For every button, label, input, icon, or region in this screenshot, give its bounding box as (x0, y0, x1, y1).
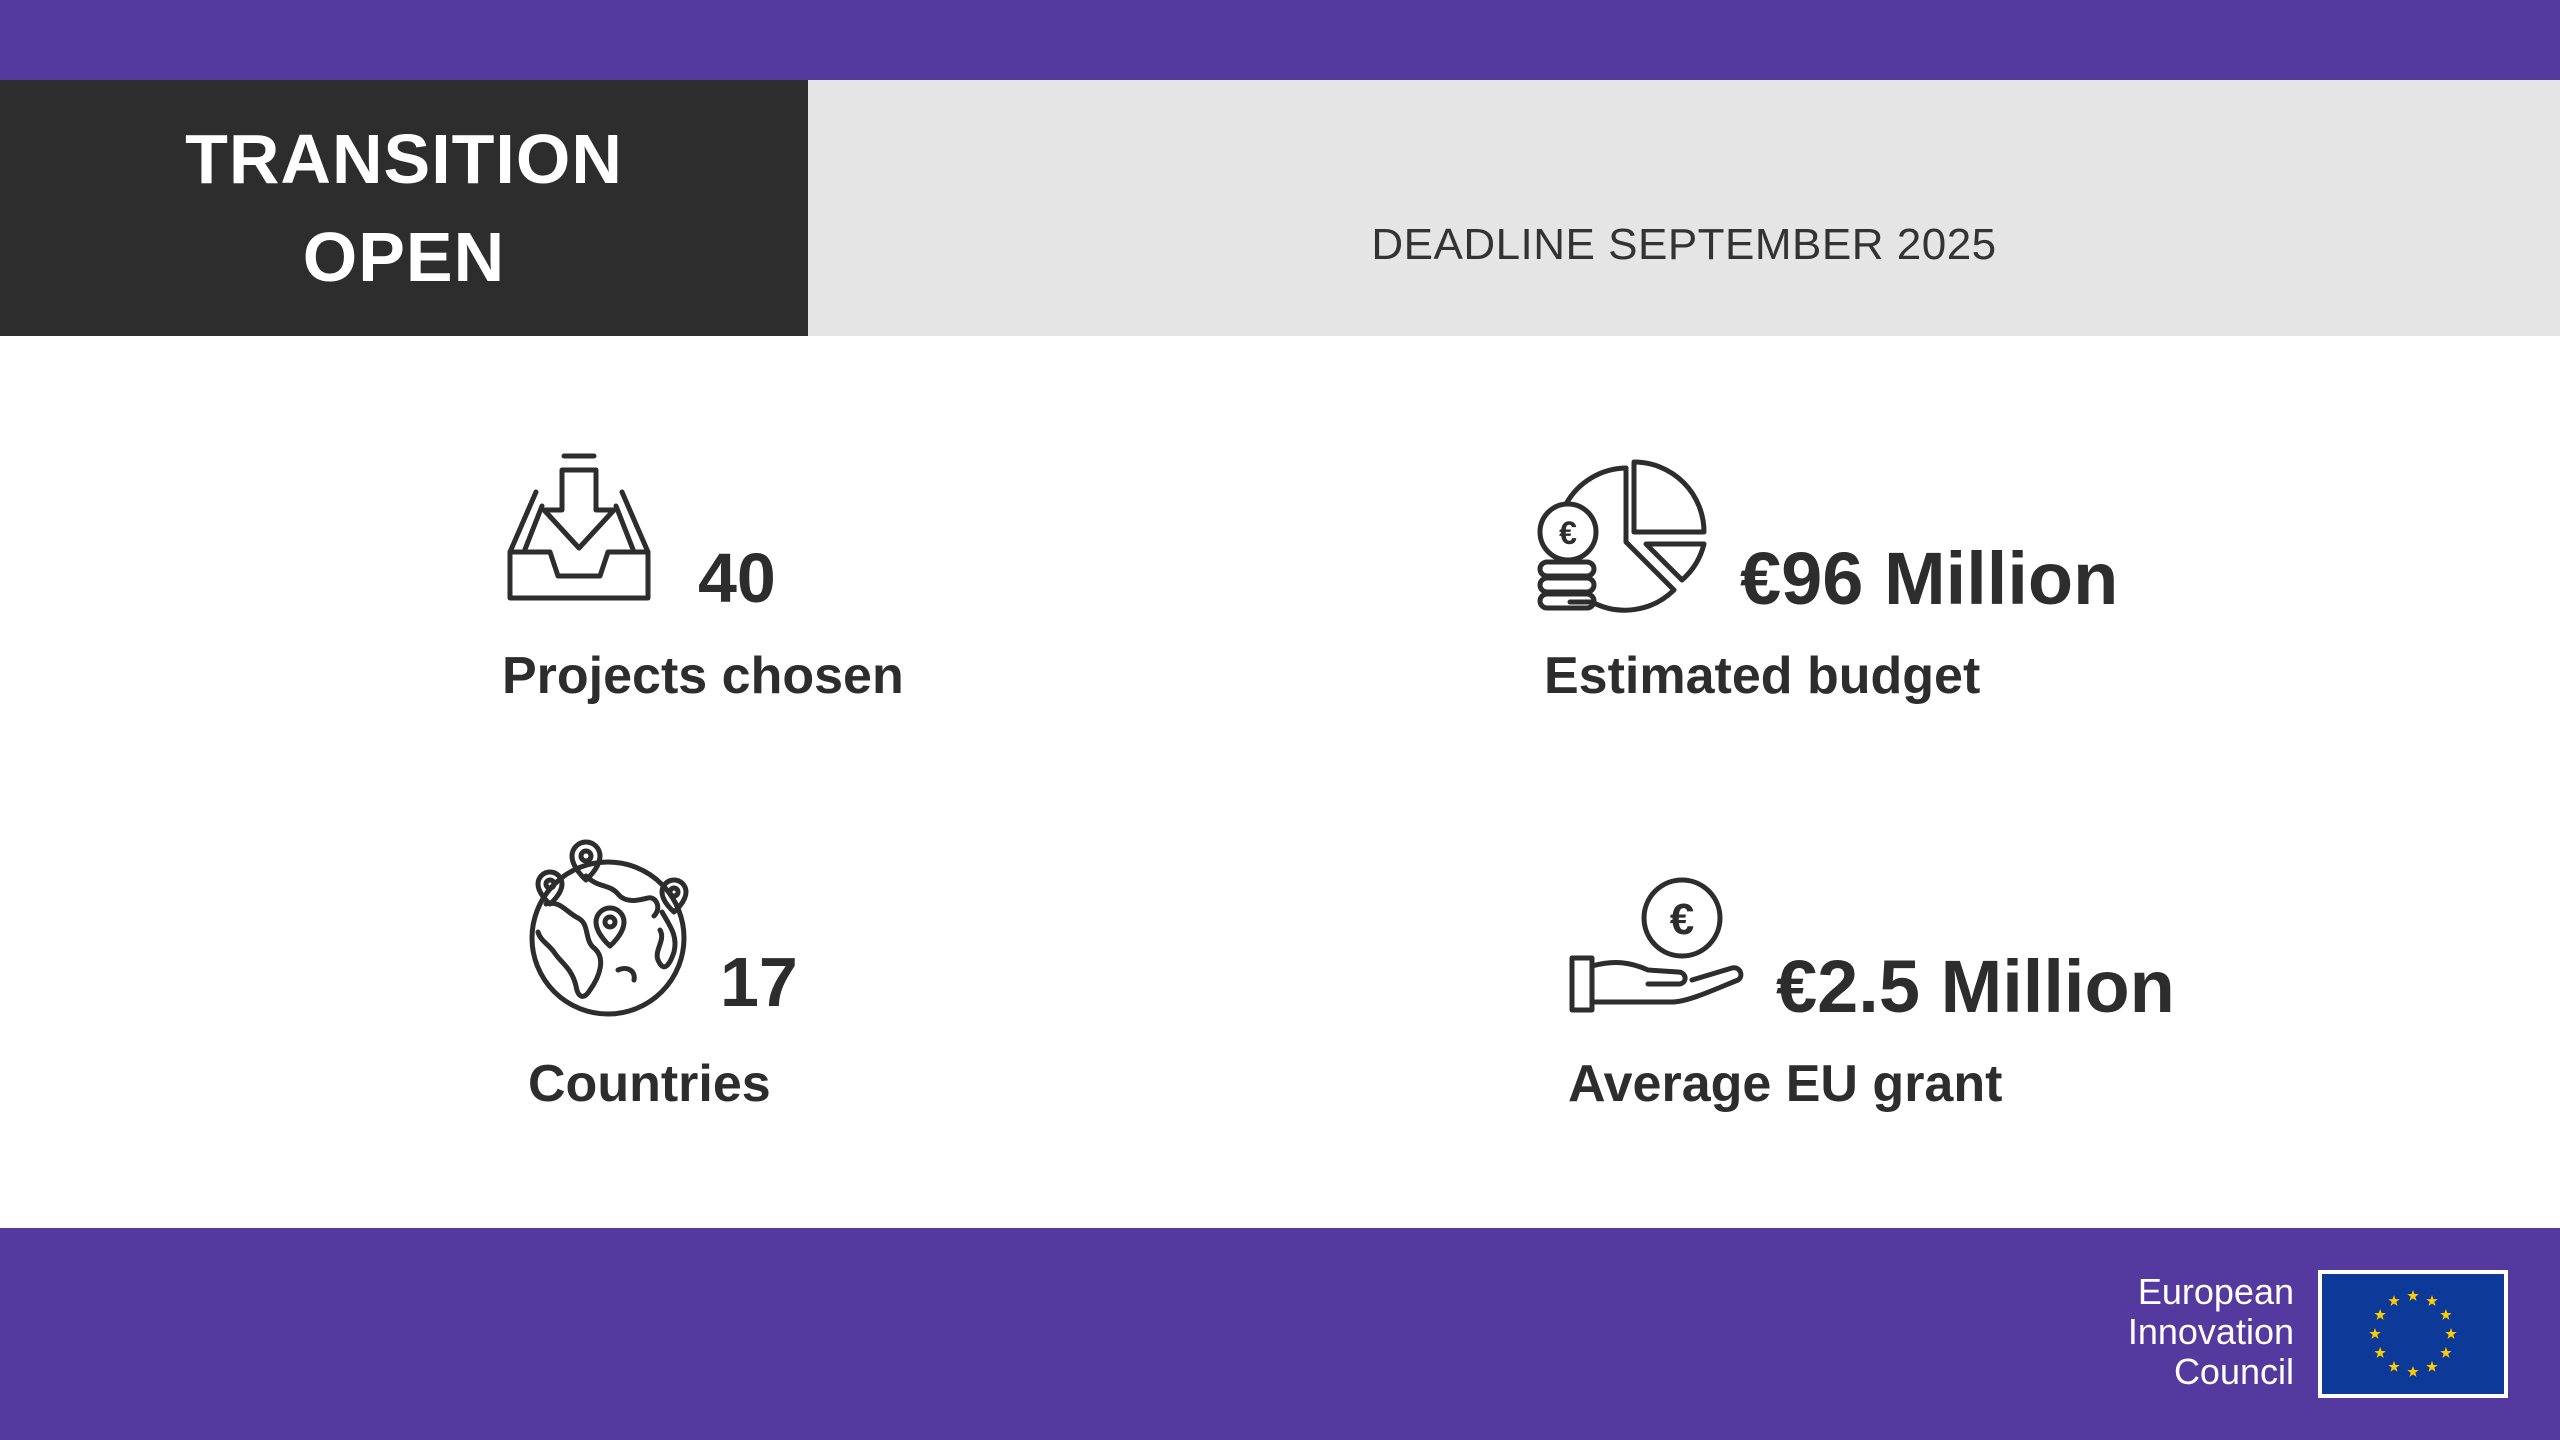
eic-line-1: European (2137, 1271, 2294, 1312)
stat-label: Estimated budget (1544, 647, 1981, 705)
stat-value: €96 Million (1740, 537, 2119, 620)
stat-value: 40 (698, 539, 776, 617)
deadline-banner: DEADLINE SEPTEMBER 2025 (808, 80, 2560, 336)
title-box: TRANSITION OPEN (0, 80, 808, 336)
title-line-1: TRANSITION (185, 120, 623, 198)
eu-star-icon (2426, 1295, 2438, 1306)
title-line-2: OPEN (302, 218, 506, 296)
eu-stars-icon (2369, 1290, 2457, 1377)
eu-star-icon (2407, 1366, 2419, 1377)
eu-star-icon (2407, 1290, 2419, 1301)
eu-star-icon (2374, 1309, 2386, 1320)
eu-star-icon (2440, 1347, 2452, 1358)
eu-star-icon (2369, 1328, 2381, 1339)
bottom-bar: European Innovation Council (0, 1228, 2560, 1440)
eu-star-icon (2388, 1295, 2400, 1306)
eic-line-2: Innovation (2127, 1311, 2294, 1352)
stat-label: Countries (528, 1055, 771, 1113)
stat-value: €2.5 Million (1776, 945, 2175, 1028)
eu-star-icon (2388, 1360, 2400, 1372)
eic-logo-text: European Innovation Council (2128, 1272, 2294, 1392)
top-bar (0, 0, 2560, 80)
stat-label: Average EU grant (1568, 1055, 2003, 1113)
stat-label: Projects chosen (502, 647, 904, 705)
eic-line-3: Council (2173, 1351, 2294, 1392)
eu-flag-icon (2318, 1270, 2508, 1398)
eu-star-icon (2374, 1347, 2386, 1358)
stat-value: 17 (720, 943, 798, 1021)
deadline-text: DEADLINE SEPTEMBER 2025 (1371, 220, 1997, 269)
eu-star-icon (2440, 1309, 2452, 1320)
hand-euro-coin-icon: € (1569, 877, 1744, 1013)
eu-star-icon (2445, 1328, 2457, 1339)
svg-text:€: € (1559, 515, 1577, 551)
svg-text:€: € (1670, 895, 1694, 944)
inbox-download-icon (507, 453, 651, 601)
globe-pins-icon (529, 839, 689, 1017)
coins-pie-chart-icon: € (1537, 459, 1707, 613)
eu-star-icon (2426, 1360, 2438, 1372)
